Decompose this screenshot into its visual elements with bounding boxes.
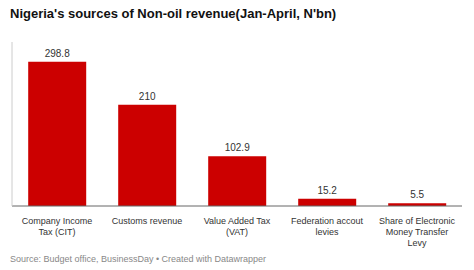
html-text:Source: Budget office, Busines: Source: Budget office, BusinessDay • Cre… (10, 254, 267, 264)
svg-text:Value Added Tax(VAT): Value Added Tax(VAT) (204, 216, 271, 237)
svg-text:15.2: 15.2 (317, 185, 337, 196)
svg-text:Federation accoutlevies: Federation accoutlevies (291, 216, 364, 237)
svg-text:102.9: 102.9 (225, 142, 250, 153)
svg-text:5.5: 5.5 (410, 189, 424, 200)
svg-text:Customs revenue: Customs revenue (112, 216, 183, 226)
html-text:Nigeria's sources of Non-oil r: Nigeria's sources of Non-oil revenue(Jan… (10, 6, 337, 21)
svg-text:210: 210 (139, 91, 156, 102)
svg-text:Company IncomeTax (CIT): Company IncomeTax (CIT) (22, 216, 93, 237)
svg-text:298.8: 298.8 (45, 48, 70, 59)
svg-text:Share of ElectronicMoney Trans: Share of ElectronicMoney TransferLevy (379, 216, 456, 248)
